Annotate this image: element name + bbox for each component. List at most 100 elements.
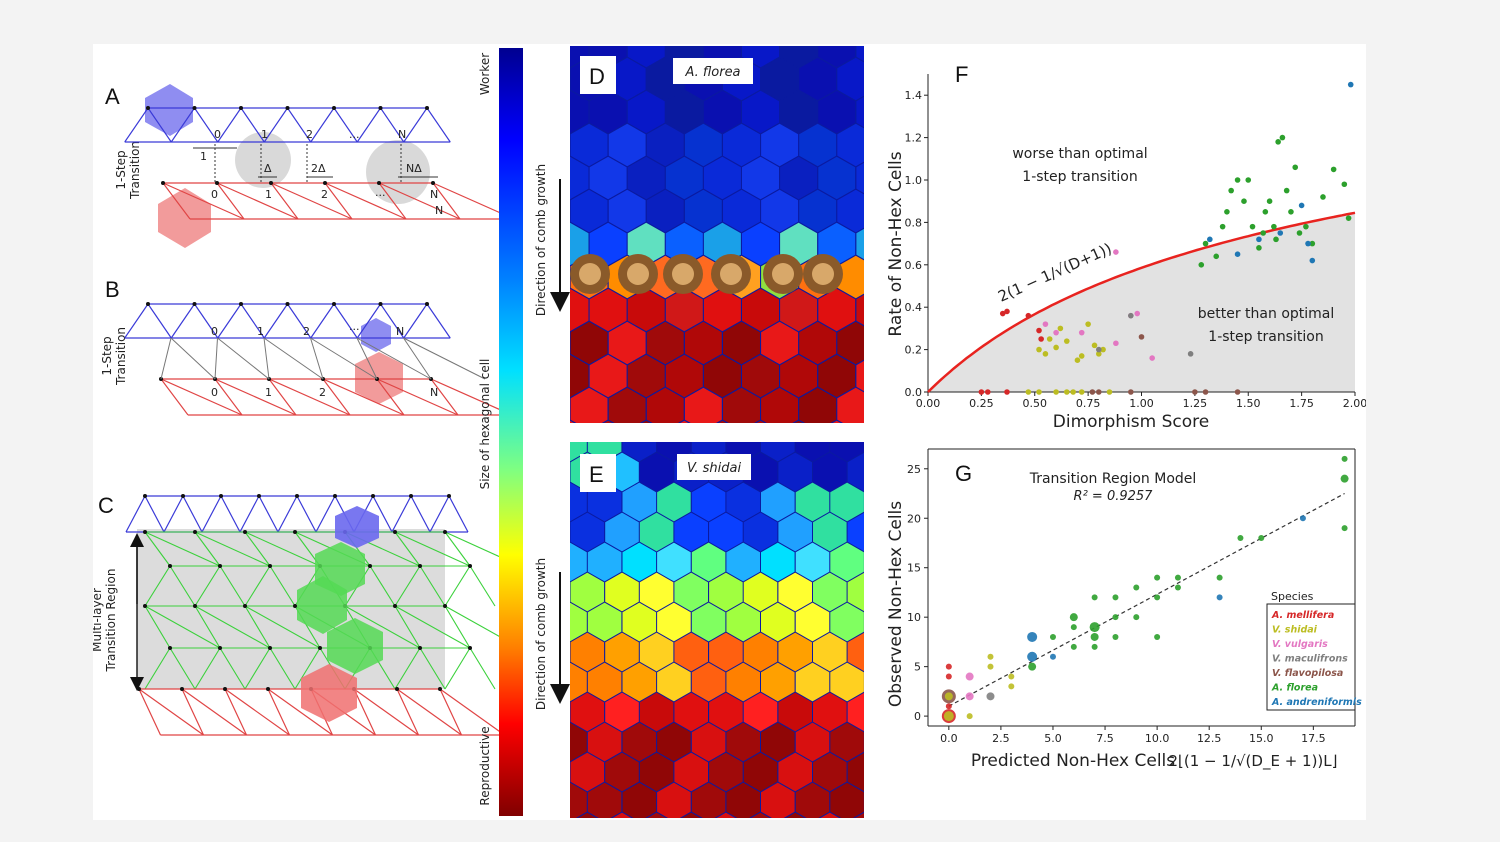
lattice-edge bbox=[378, 182, 461, 220]
panel-c-letter: C bbox=[98, 493, 114, 518]
lattice-node bbox=[332, 302, 336, 306]
lattice-edge bbox=[194, 531, 221, 567]
lattice-node bbox=[371, 494, 375, 498]
f-data-point bbox=[1074, 357, 1081, 364]
lattice-edge bbox=[239, 495, 260, 533]
transition-edge bbox=[310, 337, 378, 380]
hex-cell bbox=[726, 782, 760, 818]
e-arrow-label: Direction of comb growth bbox=[534, 558, 548, 710]
panel-c-side-label-2: Transition Region bbox=[104, 569, 118, 673]
transition-edge bbox=[214, 337, 218, 380]
lattice-node bbox=[192, 302, 197, 306]
lattice-edge bbox=[170, 107, 195, 143]
lattice-edge bbox=[219, 647, 246, 690]
hex-cell bbox=[837, 189, 864, 233]
lattice-node bbox=[218, 564, 222, 568]
d-hex-field bbox=[570, 46, 864, 423]
f-data-point bbox=[1202, 389, 1209, 395]
hex-cell bbox=[818, 46, 856, 68]
g-data-point bbox=[1070, 643, 1077, 650]
hex-cell bbox=[570, 442, 587, 462]
f-data-point bbox=[1234, 177, 1241, 183]
g-data-point bbox=[1216, 594, 1223, 601]
lattice-edge bbox=[356, 303, 381, 339]
lattice-edge bbox=[220, 495, 241, 533]
g-data-point bbox=[943, 711, 954, 722]
g-data-point bbox=[1112, 614, 1119, 621]
hex-cell bbox=[855, 812, 864, 818]
b-bottom-index: 1 bbox=[265, 386, 272, 399]
hex-cell bbox=[684, 123, 722, 167]
lattice-edge bbox=[380, 303, 405, 339]
lattice-node bbox=[293, 530, 297, 534]
hex-cell bbox=[577, 812, 597, 818]
e-species-box bbox=[677, 454, 751, 480]
lattice-edge bbox=[144, 647, 171, 690]
worker-hex-shape bbox=[361, 318, 391, 352]
hex-cell bbox=[674, 632, 708, 672]
hex-cell bbox=[681, 812, 701, 818]
hex-cell bbox=[680, 420, 689, 423]
lattice-node bbox=[137, 687, 141, 691]
lattice-edge bbox=[333, 107, 358, 143]
lattice-node bbox=[215, 181, 219, 185]
g-data-point bbox=[1216, 574, 1223, 581]
f-y-tick-label: 0.8 bbox=[905, 216, 923, 229]
g-x-tick-label: 5.0 bbox=[1044, 732, 1062, 745]
lattice-node bbox=[219, 494, 223, 498]
hex-cell bbox=[709, 572, 743, 612]
lattice-edge bbox=[244, 605, 321, 649]
a-top-index: 2 bbox=[306, 128, 313, 141]
hex-cell bbox=[743, 752, 778, 792]
f-data-point bbox=[1296, 230, 1303, 236]
hex-cell bbox=[665, 222, 703, 266]
f-data-point bbox=[1309, 240, 1316, 247]
hex-cell bbox=[589, 222, 627, 266]
g-xlabel: Predicted Non-Hex Cells bbox=[971, 751, 1175, 771]
green-hex-shape bbox=[327, 618, 383, 674]
panel-a-side-label-2: Transition bbox=[128, 141, 142, 200]
f-data-point bbox=[1046, 336, 1053, 342]
g-data-point bbox=[1028, 662, 1037, 671]
brood-cell-center bbox=[627, 263, 649, 285]
hex-cell bbox=[743, 452, 778, 492]
g-data-point bbox=[1112, 633, 1119, 640]
lattice-edge bbox=[144, 605, 221, 649]
panel-a: A 1-Step Transition 0 1 2 ... N 0 1 2 ..… bbox=[105, 84, 515, 248]
f-data-point bbox=[1347, 81, 1354, 88]
hex-cell bbox=[723, 321, 760, 365]
colorbar: Worker Size of hexagonal cell Reproducti… bbox=[478, 48, 523, 816]
lattice-edge bbox=[125, 495, 146, 533]
figure: A 1-Step Transition 0 1 2 ... N 0 1 2 ..… bbox=[93, 44, 1366, 820]
f-data-point bbox=[1025, 389, 1032, 395]
worker-hex-shape bbox=[335, 506, 379, 548]
g-data-point bbox=[1174, 584, 1181, 591]
b-top-index: 0 bbox=[211, 325, 218, 338]
hex-cell bbox=[743, 572, 778, 612]
d-species-label: A. florea bbox=[684, 65, 740, 80]
f-data-point bbox=[1320, 194, 1326, 200]
g-data-point bbox=[945, 673, 952, 680]
g-legend-box bbox=[1266, 603, 1356, 711]
d-letter-box bbox=[580, 56, 616, 94]
f-data-point bbox=[1070, 389, 1076, 395]
reproductive-hex-shape bbox=[355, 352, 403, 404]
g-data-point bbox=[1258, 535, 1265, 542]
hex-cell bbox=[570, 782, 587, 818]
hex-cell bbox=[691, 602, 726, 642]
hex-cell bbox=[622, 782, 657, 818]
f-xlabel: Dimorphism Score bbox=[1053, 412, 1210, 432]
g-x-tick-label: 15.0 bbox=[1249, 732, 1274, 745]
hex-cell bbox=[813, 452, 847, 492]
hex-cell bbox=[718, 420, 727, 423]
lattice-edge bbox=[344, 605, 421, 649]
hex-cell bbox=[570, 123, 608, 167]
lattice-edge bbox=[162, 182, 191, 220]
g-x-tick-label: 17.5 bbox=[1301, 732, 1326, 745]
f-better-label-2: 1-step transition bbox=[1208, 329, 1323, 345]
lattice-edge bbox=[182, 495, 203, 533]
lattice-edge bbox=[269, 647, 296, 690]
b-top-index: 1 bbox=[257, 325, 264, 338]
hex-cell bbox=[589, 354, 627, 398]
hex-cell bbox=[818, 354, 856, 398]
